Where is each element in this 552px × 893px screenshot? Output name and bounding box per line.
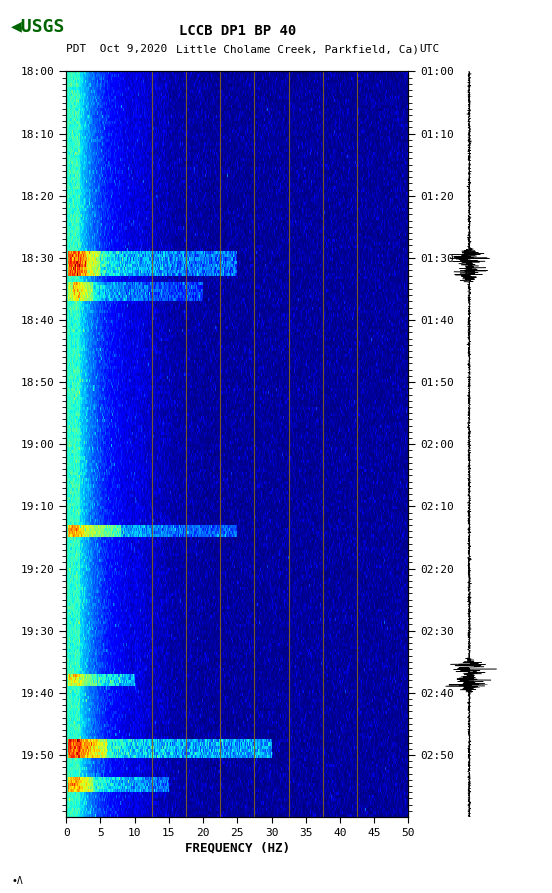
Text: •Λ: •Λ <box>11 876 23 886</box>
Text: Little Cholame Creek, Parkfield, Ca): Little Cholame Creek, Parkfield, Ca) <box>176 44 419 54</box>
Text: PDT  Oct 9,2020: PDT Oct 9,2020 <box>66 44 167 54</box>
X-axis label: FREQUENCY (HZ): FREQUENCY (HZ) <box>185 842 290 855</box>
Text: UTC: UTC <box>420 44 440 54</box>
Text: ◀USGS: ◀USGS <box>11 18 66 36</box>
Text: LCCB DP1 BP 40: LCCB DP1 BP 40 <box>179 24 296 38</box>
